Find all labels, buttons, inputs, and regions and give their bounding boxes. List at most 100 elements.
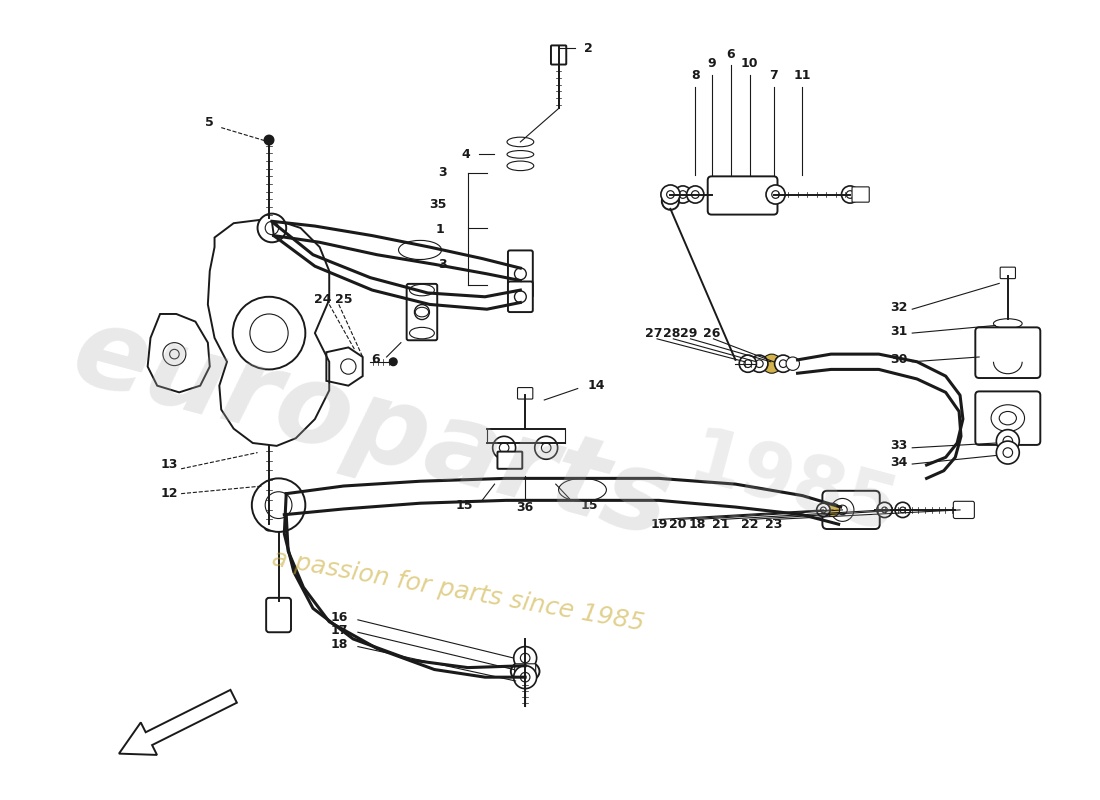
Text: 36: 36 (517, 501, 534, 514)
Text: 6: 6 (372, 354, 379, 366)
FancyBboxPatch shape (508, 250, 532, 298)
Text: 1: 1 (436, 223, 444, 236)
Ellipse shape (507, 150, 534, 158)
Text: 1985: 1985 (681, 422, 905, 550)
Circle shape (493, 436, 516, 459)
Circle shape (264, 522, 274, 531)
Circle shape (520, 672, 530, 682)
Text: 15: 15 (581, 498, 598, 512)
FancyBboxPatch shape (976, 327, 1041, 378)
Text: 2: 2 (584, 42, 593, 54)
Circle shape (257, 214, 286, 242)
FancyBboxPatch shape (517, 387, 532, 399)
FancyBboxPatch shape (515, 664, 536, 674)
Text: 8: 8 (691, 69, 700, 82)
Circle shape (520, 654, 530, 663)
Ellipse shape (510, 661, 539, 682)
Text: 14: 14 (587, 379, 605, 392)
Text: 29: 29 (680, 326, 697, 339)
Text: 30: 30 (890, 354, 908, 366)
Circle shape (766, 185, 785, 204)
Circle shape (541, 443, 551, 453)
Text: a passion for parts since 1985: a passion for parts since 1985 (271, 546, 647, 636)
Text: 22: 22 (741, 518, 759, 530)
Circle shape (997, 441, 1020, 464)
FancyBboxPatch shape (508, 282, 532, 312)
Text: 10: 10 (741, 57, 759, 70)
Ellipse shape (409, 327, 434, 339)
FancyBboxPatch shape (266, 598, 292, 632)
Circle shape (882, 507, 888, 513)
Ellipse shape (507, 161, 534, 170)
Text: 35: 35 (429, 198, 447, 210)
Circle shape (830, 498, 854, 522)
Text: 33: 33 (890, 439, 908, 452)
Text: 9: 9 (707, 57, 716, 70)
Circle shape (762, 354, 781, 374)
Text: 15: 15 (455, 498, 473, 512)
Circle shape (692, 190, 700, 198)
Text: 18: 18 (689, 518, 706, 530)
Text: 27: 27 (646, 326, 663, 339)
Circle shape (661, 185, 680, 204)
Text: 3: 3 (438, 258, 447, 270)
Ellipse shape (993, 318, 1022, 328)
Text: 7: 7 (769, 69, 778, 82)
FancyBboxPatch shape (497, 452, 522, 469)
Text: 13: 13 (161, 458, 178, 471)
Circle shape (264, 135, 274, 145)
Circle shape (1003, 436, 1013, 446)
Text: 17: 17 (331, 624, 349, 637)
Text: 31: 31 (890, 325, 908, 338)
Circle shape (515, 291, 526, 302)
Text: 5: 5 (206, 116, 214, 130)
Circle shape (756, 360, 763, 367)
Circle shape (514, 646, 537, 670)
FancyBboxPatch shape (852, 187, 869, 202)
Text: 16: 16 (331, 611, 349, 625)
Circle shape (846, 190, 854, 198)
Text: 21: 21 (713, 518, 729, 530)
Circle shape (786, 357, 800, 370)
Circle shape (252, 478, 306, 532)
FancyBboxPatch shape (1000, 267, 1015, 278)
Text: 25: 25 (334, 293, 352, 306)
FancyBboxPatch shape (407, 284, 437, 340)
Circle shape (662, 193, 679, 210)
FancyBboxPatch shape (551, 46, 566, 65)
Circle shape (686, 186, 704, 203)
Text: 6: 6 (726, 47, 735, 61)
Circle shape (997, 430, 1020, 453)
Circle shape (877, 502, 892, 518)
Circle shape (816, 503, 831, 517)
Circle shape (499, 443, 509, 453)
Circle shape (679, 190, 686, 198)
Circle shape (750, 355, 768, 372)
Text: 34: 34 (890, 456, 908, 469)
FancyBboxPatch shape (707, 176, 778, 214)
Text: 24: 24 (314, 293, 331, 306)
FancyArrow shape (119, 690, 236, 755)
Circle shape (842, 186, 859, 203)
FancyBboxPatch shape (954, 502, 975, 518)
Text: 18: 18 (331, 638, 349, 651)
Text: 23: 23 (764, 518, 782, 530)
Circle shape (895, 502, 911, 518)
Circle shape (900, 507, 905, 513)
Text: 32: 32 (890, 301, 908, 314)
Circle shape (515, 268, 526, 280)
Circle shape (1003, 448, 1013, 458)
Circle shape (772, 190, 780, 198)
Circle shape (826, 503, 839, 517)
Ellipse shape (507, 137, 534, 146)
FancyBboxPatch shape (823, 490, 880, 529)
Ellipse shape (991, 405, 1024, 431)
Circle shape (514, 666, 537, 689)
Circle shape (821, 507, 826, 513)
Circle shape (535, 436, 558, 459)
Text: 12: 12 (161, 487, 178, 500)
Circle shape (415, 305, 429, 319)
Text: europarts: europarts (62, 298, 683, 560)
Circle shape (739, 355, 757, 372)
Text: 19: 19 (650, 518, 668, 530)
